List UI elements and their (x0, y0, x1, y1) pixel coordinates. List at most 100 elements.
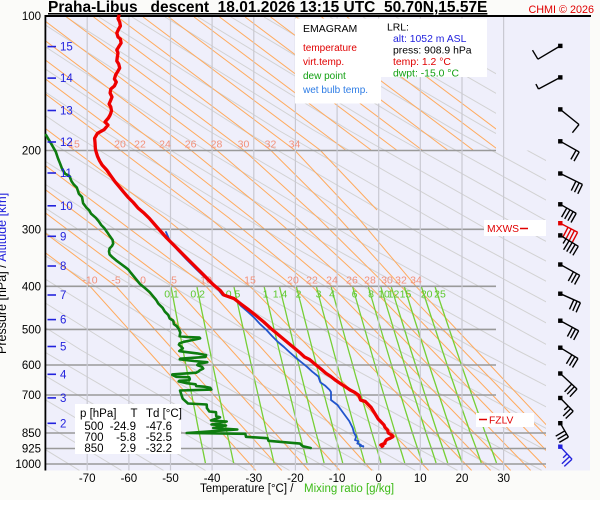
svg-text:temp: 1.2 °C: temp: 1.2 °C (393, 57, 451, 68)
svg-text:-60: -60 (121, 473, 138, 485)
svg-text:4: 4 (329, 289, 335, 301)
svg-text:1000: 1000 (15, 459, 41, 471)
svg-text:200: 200 (22, 146, 41, 158)
svg-text:Pressure [hPa] / Altitude [k: Pressure [hPa] / Altitude [km] (0, 193, 9, 354)
svg-text:13: 13 (60, 106, 73, 118)
svg-text:34: 34 (289, 139, 301, 151)
svg-text:8: 8 (60, 261, 66, 273)
svg-text:-10: -10 (82, 275, 97, 287)
svg-text:-47.6: -47.6 (146, 421, 172, 433)
svg-text:1: 1 (263, 289, 269, 301)
svg-text:10: 10 (60, 201, 73, 213)
svg-text:700: 700 (84, 432, 103, 444)
svg-text:30: 30 (238, 139, 250, 151)
svg-text:20: 20 (421, 289, 433, 301)
svg-text:Temperature [°C] /: Temperature [°C] / (200, 483, 294, 495)
svg-text:26: 26 (185, 139, 197, 151)
svg-text:28: 28 (211, 139, 223, 151)
svg-text:14: 14 (60, 73, 73, 85)
svg-text:1.4: 1.4 (273, 289, 288, 301)
svg-text:30: 30 (497, 473, 510, 485)
svg-text:temperature: temperature (303, 43, 357, 54)
svg-text:4: 4 (60, 369, 67, 381)
svg-text:30: 30 (381, 275, 393, 287)
svg-text:20: 20 (287, 275, 299, 287)
svg-text:850: 850 (22, 428, 41, 440)
svg-text:850: 850 (84, 443, 103, 455)
svg-text:press: 908.9 hPa: press: 908.9 hPa (393, 46, 472, 57)
svg-text:0: 0 (375, 473, 381, 485)
svg-text:dew point: dew point (303, 71, 346, 82)
svg-text:-32.2: -32.2 (146, 443, 172, 455)
svg-text:22: 22 (306, 275, 318, 287)
svg-text:8: 8 (368, 289, 374, 301)
svg-text:12: 12 (60, 137, 73, 149)
svg-text:600: 600 (22, 360, 41, 372)
svg-text:-30: -30 (245, 473, 262, 485)
svg-text:CHMI © 2026: CHMI © 2026 (528, 4, 594, 16)
svg-text:28: 28 (364, 275, 376, 287)
svg-text:p [hPa]: p [hPa] (80, 408, 116, 420)
svg-text:6: 6 (352, 289, 358, 301)
svg-text:MXWS: MXWS (487, 224, 519, 235)
svg-text:24: 24 (159, 139, 171, 151)
svg-text:0.1: 0.1 (164, 289, 179, 301)
svg-text:-40: -40 (204, 473, 221, 485)
svg-text:0: 0 (140, 275, 146, 287)
svg-text:0.2: 0.2 (190, 289, 205, 301)
svg-text:alt: 1052 m ASL: alt: 1052 m ASL (393, 34, 467, 45)
svg-text:-70: -70 (79, 473, 96, 485)
svg-text:-24.9: -24.9 (110, 421, 136, 433)
svg-text:24: 24 (326, 275, 338, 287)
svg-text:15: 15 (60, 42, 73, 54)
svg-text:10: 10 (200, 275, 212, 287)
svg-text:Mixing ratio [g/kg]: Mixing ratio [g/kg] (304, 483, 394, 495)
svg-text:20: 20 (456, 473, 469, 485)
svg-text:300: 300 (22, 224, 41, 236)
svg-text:32: 32 (265, 139, 277, 151)
svg-text:7: 7 (60, 290, 66, 302)
svg-text:2: 2 (60, 418, 66, 430)
svg-text:34: 34 (410, 275, 422, 287)
svg-text:11: 11 (60, 168, 72, 180)
svg-text:3: 3 (60, 393, 66, 405)
svg-text:32: 32 (395, 275, 407, 287)
svg-text:500: 500 (84, 421, 103, 433)
svg-text:dwpt: -15.0 °C: dwpt: -15.0 °C (393, 69, 459, 80)
svg-text:2: 2 (296, 289, 302, 301)
svg-text:Td [°C]: Td [°C] (146, 408, 182, 420)
svg-text:-50: -50 (162, 473, 179, 485)
svg-text:10: 10 (378, 289, 390, 301)
svg-text:Praha-Libus descent 18.01.2: Praha-Libus descent 18.01.2026 13:15 UTC… (48, 0, 487, 16)
svg-text:FZLV: FZLV (489, 416, 514, 427)
svg-text:500: 500 (22, 324, 41, 336)
svg-text:15: 15 (244, 275, 256, 287)
svg-text:10: 10 (414, 473, 427, 485)
svg-text:400: 400 (22, 281, 41, 293)
svg-text:3: 3 (316, 289, 322, 301)
svg-text:925: 925 (22, 444, 41, 456)
svg-text:virt.temp.: virt.temp. (303, 57, 344, 68)
svg-text:9: 9 (60, 231, 66, 243)
svg-text:wet bulb temp.: wet bulb temp. (302, 85, 368, 96)
svg-text:15: 15 (400, 289, 412, 301)
svg-text:-5: -5 (111, 275, 120, 287)
svg-text:EMAGRAM: EMAGRAM (303, 23, 357, 35)
svg-text:25: 25 (434, 289, 446, 301)
svg-text:-10: -10 (329, 473, 346, 485)
svg-text:22: 22 (134, 139, 146, 151)
svg-text:2.9: 2.9 (120, 443, 136, 455)
svg-text:-52.5: -52.5 (146, 432, 172, 444)
svg-text:-5.8: -5.8 (116, 432, 136, 444)
svg-text:100: 100 (22, 11, 41, 23)
svg-text:-20: -20 (287, 473, 304, 485)
svg-text:26: 26 (346, 275, 358, 287)
svg-text:LRL:: LRL: (387, 23, 409, 34)
svg-text:700: 700 (22, 390, 41, 402)
svg-text:12: 12 (388, 289, 400, 301)
svg-text:15: 15 (68, 139, 80, 151)
svg-text:T: T (130, 408, 137, 420)
svg-text:5: 5 (171, 275, 177, 287)
svg-text:5: 5 (60, 342, 66, 354)
svg-text:6: 6 (60, 315, 66, 327)
